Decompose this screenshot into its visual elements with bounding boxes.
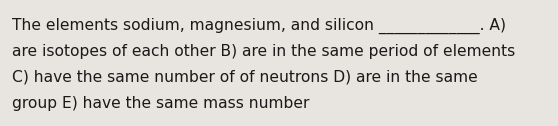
Text: C) have the same number of of neutrons D) are in the same: C) have the same number of of neutrons D… [12, 70, 478, 85]
Text: group E) have the same mass number: group E) have the same mass number [12, 96, 309, 111]
Text: are isotopes of each other B) are in the same period of elements: are isotopes of each other B) are in the… [12, 44, 515, 59]
Text: The elements sodium, magnesium, and silicon _____________. A): The elements sodium, magnesium, and sili… [12, 18, 506, 34]
